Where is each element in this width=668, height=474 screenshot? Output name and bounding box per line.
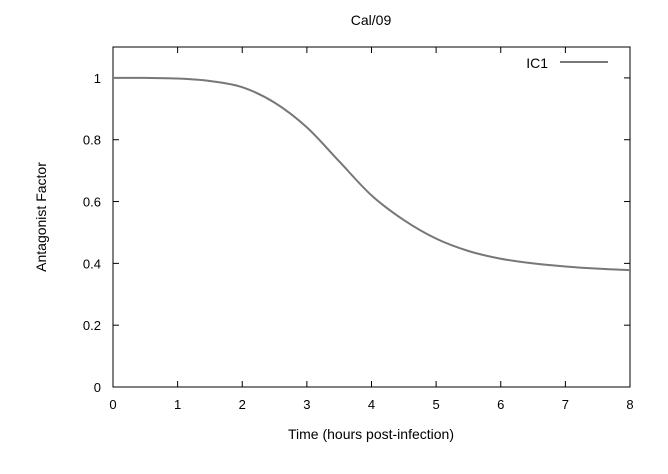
- x-tick-label: 3: [303, 397, 310, 412]
- y-tick-label: 0.2: [83, 318, 101, 333]
- legend: IC1: [526, 55, 608, 71]
- x-tick-label: 6: [497, 397, 504, 412]
- x-tick-label: 8: [626, 397, 633, 412]
- x-tick-label: 7: [562, 397, 569, 412]
- x-tick-label: 0: [109, 397, 116, 412]
- legend-label-ic1: IC1: [526, 55, 548, 71]
- y-tick-label: 0.4: [83, 256, 101, 271]
- y-axis-label: Antagonist Factor: [33, 162, 49, 272]
- chart-title: Cal/09: [351, 12, 392, 28]
- y-tick-label: 0.6: [83, 195, 101, 210]
- series-line-ic1: [112, 76, 631, 272]
- x-tick-label: 4: [368, 397, 375, 412]
- x-tick-label: 2: [239, 397, 246, 412]
- x-tick-label: 5: [433, 397, 440, 412]
- y-tick-label: 0.8: [83, 133, 101, 148]
- y-tick-label: 0: [94, 380, 101, 395]
- plot-frame: [112, 46, 631, 388]
- axis-ticks: 0 1 2 3 4 5 6 7 8 0 0.2 0.4 0.6 0.8 1: [83, 47, 634, 412]
- x-tick-label: 1: [174, 397, 181, 412]
- y-tick-label: 1: [94, 71, 101, 86]
- x-axis-label: Time (hours post-infection): [288, 426, 454, 442]
- series-layer: [112, 76, 631, 272]
